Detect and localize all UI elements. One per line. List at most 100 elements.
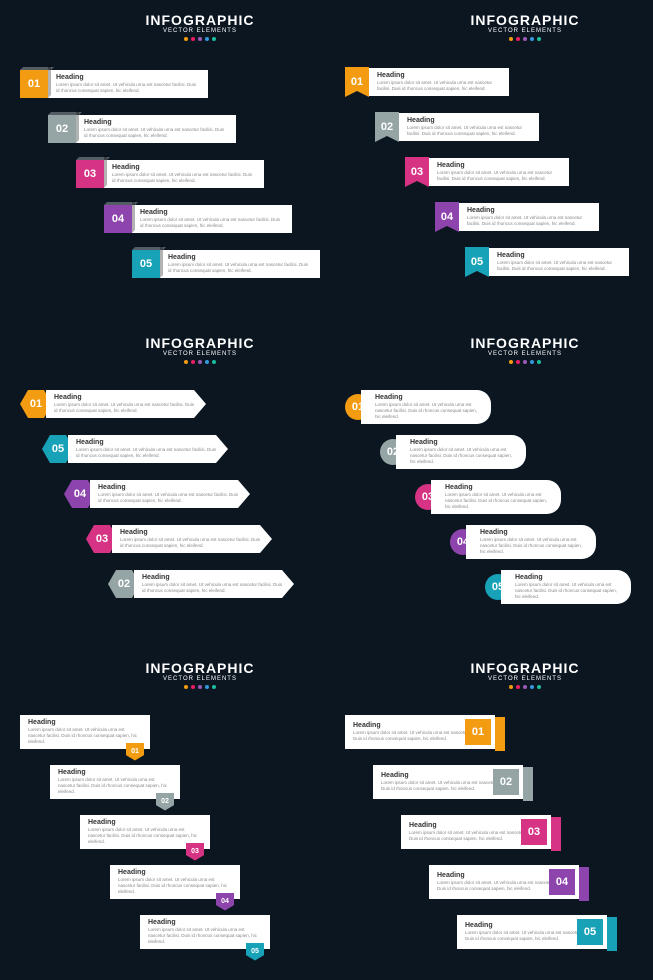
badge-04: 04: [216, 893, 234, 911]
badge-01: 01: [20, 70, 48, 98]
subtitle: VECTOR ELEMENTS: [80, 28, 320, 34]
card: HeadingLorem ipsum dolor sit amet. Ut ve…: [160, 250, 320, 278]
tab-side: [551, 817, 561, 851]
dots: [405, 685, 645, 689]
badge-02: 02: [375, 112, 399, 142]
title: INFOGRAPHIC: [80, 335, 320, 351]
badge-01: 01: [126, 743, 144, 761]
tab-side: [607, 917, 617, 951]
item-2: 02 HeadingLorem ipsum dolor sit amet. Ut…: [48, 115, 236, 143]
item-1: HeadingLorem ipsum dolor sit amet. Ut ve…: [20, 715, 150, 749]
panel-cubes: INFOGRAPHIC VECTOR ELEMENTS 01 HeadingLo…: [20, 12, 320, 41]
title-block: INFOGRAPHIC VECTOR ELEMENTS: [80, 12, 320, 41]
card: HeadingLorem ipsum dolor sit amet. Ut ve…: [345, 715, 495, 749]
dots: [80, 360, 320, 364]
card: HeadingLorem ipsum dolor sit amet. Ut ve…: [76, 115, 236, 143]
badge-04: 04: [549, 869, 575, 895]
card: HeadingLorem ipsum dolor sit amet. Ut ve…: [466, 525, 596, 559]
card: HeadingLorem ipsum dolor sit amet. Ut ve…: [457, 915, 607, 949]
badge-04: 04: [104, 205, 132, 233]
card: HeadingLorem ipsum dolor sit amet. Ut ve…: [369, 68, 509, 96]
item-4: HeadingLorem ipsum dolor sit amet. Ut ve…: [110, 865, 240, 899]
tab-side: [495, 717, 505, 751]
item-5: 02 HeadingLorem ipsum dolor sit amet. Ut…: [108, 570, 294, 598]
card: HeadingLorem ipsum dolor sit amet. Ut ve…: [140, 915, 270, 949]
panel-hexagon: INFOGRAPHIC VECTOR ELEMENTS 01 HeadingLo…: [20, 335, 320, 364]
subtitle: VECTOR ELEMENTS: [80, 676, 320, 682]
title: INFOGRAPHIC: [80, 660, 320, 676]
subtitle: VECTOR ELEMENTS: [80, 351, 320, 357]
card: HeadingLorem ipsum dolor sit amet. Ut ve…: [501, 570, 631, 604]
card: HeadingLorem ipsum dolor sit amet. Ut ve…: [48, 70, 208, 98]
title-block: INFOGRAPHIC VECTOR ELEMENTS: [405, 335, 645, 364]
badge-01: 01: [465, 719, 491, 745]
item-1: 01 HeadingLorem ipsum dolor sit amet. Ut…: [345, 67, 509, 97]
badge-05: 05: [465, 247, 489, 277]
card: HeadingLorem ipsum dolor sit amet. Ut ve…: [373, 765, 523, 799]
item-2: 02 HeadingLorem ipsum dolor sit amet. Ut…: [375, 112, 539, 142]
panel-sidetab: INFOGRAPHIC VECTOR ELEMENTS HeadingLorem…: [345, 660, 645, 689]
title-block: INFOGRAPHIC VECTOR ELEMENTS: [405, 660, 645, 689]
card: HeadingLorem ipsum dolor sit amet. Ut ve…: [431, 480, 561, 514]
item-3: 03 HeadingLorem ipsum dolor sit amet. Ut…: [76, 160, 264, 188]
card: HeadingLorem ipsum dolor sit amet. Ut ve…: [134, 570, 294, 598]
item-1: 01 HeadingLorem ipsum dolor sit amet. Ut…: [20, 390, 206, 418]
dots: [405, 37, 645, 41]
item-2: 02 HeadingLorem ipsum dolor sit amet. Ut…: [380, 435, 526, 469]
card: HeadingLorem ipsum dolor sit amet. Ut ve…: [50, 765, 180, 799]
card: HeadingLorem ipsum dolor sit amet. Ut ve…: [110, 865, 240, 899]
title: INFOGRAPHIC: [405, 335, 645, 351]
item-3: 03 HeadingLorem ipsum dolor sit amet. Ut…: [405, 157, 569, 187]
item-5: 05 HeadingLorem ipsum dolor sit amet. Ut…: [465, 247, 629, 277]
item-1: HeadingLorem ipsum dolor sit amet. Ut ve…: [345, 715, 495, 749]
panel-bookmark: INFOGRAPHIC VECTOR ELEMENTS 01 HeadingLo…: [345, 12, 645, 41]
card: HeadingLorem ipsum dolor sit amet. Ut ve…: [429, 865, 579, 899]
item-5: HeadingLorem ipsum dolor sit amet. Ut ve…: [140, 915, 270, 949]
title-block: INFOGRAPHIC VECTOR ELEMENTS: [80, 660, 320, 689]
item-2: HeadingLorem ipsum dolor sit amet. Ut ve…: [373, 765, 523, 799]
badge-03: 03: [186, 843, 204, 861]
item-4: 04 HeadingLorem ipsum dolor sit amet. Ut…: [104, 205, 292, 233]
title: INFOGRAPHIC: [405, 660, 645, 676]
badge-05: 05: [577, 919, 603, 945]
title: INFOGRAPHIC: [405, 12, 645, 28]
subtitle: VECTOR ELEMENTS: [405, 351, 645, 357]
badge-02: 02: [156, 793, 174, 811]
subtitle: VECTOR ELEMENTS: [405, 28, 645, 34]
title-block: INFOGRAPHIC VECTOR ELEMENTS: [80, 335, 320, 364]
title: INFOGRAPHIC: [80, 12, 320, 28]
item-1: 01 HeadingLorem ipsum dolor sit amet. Ut…: [345, 390, 491, 424]
badge-02: 02: [48, 115, 76, 143]
card: HeadingLorem ipsum dolor sit amet. Ut ve…: [112, 525, 272, 553]
item-4: 03 HeadingLorem ipsum dolor sit amet. Ut…: [86, 525, 272, 553]
badge-03: 03: [521, 819, 547, 845]
tab-side: [523, 767, 533, 801]
card: HeadingLorem ipsum dolor sit amet. Ut ve…: [401, 815, 551, 849]
item-3: HeadingLorem ipsum dolor sit amet. Ut ve…: [401, 815, 551, 849]
dots: [405, 360, 645, 364]
dots: [80, 37, 320, 41]
card: HeadingLorem ipsum dolor sit amet. Ut ve…: [68, 435, 228, 463]
badge-03: 03: [405, 157, 429, 187]
card: HeadingLorem ipsum dolor sit amet. Ut ve…: [90, 480, 250, 508]
item-4: 04 HeadingLorem ipsum dolor sit amet. Ut…: [435, 202, 599, 232]
card: HeadingLorem ipsum dolor sit amet. Ut ve…: [429, 158, 569, 186]
badge-02: 02: [493, 769, 519, 795]
card: HeadingLorem ipsum dolor sit amet. Ut ve…: [46, 390, 206, 418]
dots: [80, 685, 320, 689]
tab-side: [579, 867, 589, 901]
item-5: HeadingLorem ipsum dolor sit amet. Ut ve…: [457, 915, 607, 949]
card: HeadingLorem ipsum dolor sit amet. Ut ve…: [459, 203, 599, 231]
card: HeadingLorem ipsum dolor sit amet. Ut ve…: [80, 815, 210, 849]
item-5: 05 HeadingLorem ipsum dolor sit amet. Ut…: [132, 250, 320, 278]
item-4: 04 HeadingLorem ipsum dolor sit amet. Ut…: [450, 525, 596, 559]
card: HeadingLorem ipsum dolor sit amet. Ut ve…: [396, 435, 526, 469]
item-2: 05 HeadingLorem ipsum dolor sit amet. Ut…: [42, 435, 228, 463]
card: HeadingLorem ipsum dolor sit amet. Ut ve…: [132, 205, 292, 233]
card: HeadingLorem ipsum dolor sit amet. Ut ve…: [104, 160, 264, 188]
item-1: 01 HeadingLorem ipsum dolor sit amet. Ut…: [20, 70, 208, 98]
item-3: 03 HeadingLorem ipsum dolor sit amet. Ut…: [415, 480, 561, 514]
badge-04: 04: [435, 202, 459, 232]
title-block: INFOGRAPHIC VECTOR ELEMENTS: [405, 12, 645, 41]
card: HeadingLorem ipsum dolor sit amet. Ut ve…: [399, 113, 539, 141]
